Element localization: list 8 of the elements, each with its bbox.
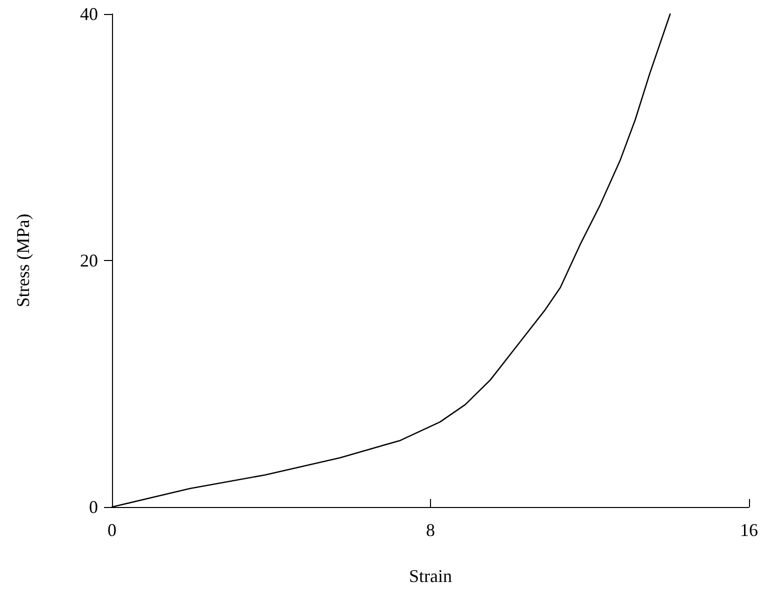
y-tick-label: 40 — [80, 4, 98, 24]
y-tick-label: 20 — [80, 250, 98, 270]
x-tick-label: 8 — [426, 520, 435, 540]
x-tick-label: 16 — [740, 520, 758, 540]
y-tick-label: 0 — [89, 497, 98, 517]
y-axis-title: Stress (MPa) — [13, 214, 33, 308]
x-axis-title: Strain — [409, 566, 452, 586]
x-tick-label: 0 — [108, 520, 116, 540]
